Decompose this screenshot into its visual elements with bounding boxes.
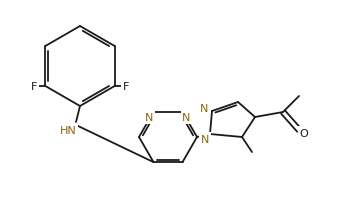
Text: N: N: [201, 134, 209, 144]
Text: N: N: [200, 103, 208, 114]
Text: HN: HN: [60, 125, 76, 135]
Text: O: O: [300, 128, 308, 138]
Text: N: N: [182, 112, 191, 122]
Text: F: F: [31, 82, 37, 91]
Text: N: N: [145, 112, 154, 122]
Text: F: F: [122, 82, 129, 91]
